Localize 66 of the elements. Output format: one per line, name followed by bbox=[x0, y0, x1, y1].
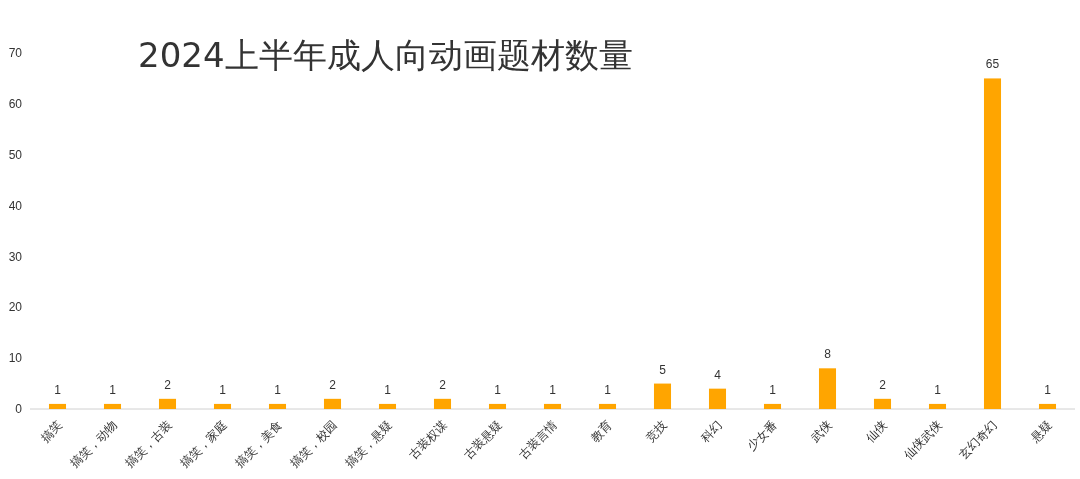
data-label: 65 bbox=[985, 57, 1000, 72]
x-tick-label: 搞笑，古装 bbox=[122, 418, 175, 471]
y-tick-label: 30 bbox=[8, 249, 23, 264]
y-tick-label: 40 bbox=[8, 198, 23, 213]
y-tick-label: 70 bbox=[8, 46, 23, 61]
y-tick-label: 10 bbox=[8, 351, 23, 366]
bar bbox=[818, 368, 837, 409]
data-label: 1 bbox=[494, 382, 502, 397]
x-tick-label: 科幻 bbox=[697, 418, 725, 446]
x-tick-label: 搞笑，悬疑 bbox=[342, 418, 395, 471]
x-tick-label: 仙侠武侠 bbox=[900, 418, 945, 463]
bar bbox=[653, 383, 672, 409]
data-label: 1 bbox=[1044, 382, 1052, 397]
x-tick-label: 古装言情 bbox=[515, 418, 560, 463]
data-label: 4 bbox=[714, 367, 722, 382]
y-tick-label: 50 bbox=[8, 147, 23, 162]
bar bbox=[763, 403, 782, 409]
data-label: 2 bbox=[164, 377, 172, 392]
x-tick-label: 武侠 bbox=[807, 418, 835, 446]
x-tick-label: 搞笑，家庭 bbox=[177, 418, 230, 471]
x-tick-label: 悬疑 bbox=[1027, 418, 1055, 446]
x-tick-label: 搞笑，美食 bbox=[232, 418, 285, 471]
x-tick-label: 教育 bbox=[587, 418, 615, 446]
bar bbox=[158, 398, 177, 409]
x-tick-label: 搞笑 bbox=[37, 418, 65, 446]
data-label: 1 bbox=[769, 382, 777, 397]
bar bbox=[48, 403, 67, 409]
data-label: 1 bbox=[274, 382, 282, 397]
data-label: 1 bbox=[549, 382, 557, 397]
x-tick-label: 搞笑，动物 bbox=[67, 418, 120, 471]
bar bbox=[103, 403, 122, 409]
x-tick-label: 古装权谋 bbox=[405, 418, 450, 463]
data-label: 1 bbox=[54, 382, 62, 397]
y-tick-label: 0 bbox=[15, 402, 23, 417]
bar bbox=[873, 398, 892, 409]
data-label: 1 bbox=[604, 382, 612, 397]
chart-title: 2024上半年成人向动画题材数量 bbox=[138, 35, 633, 75]
data-label: 8 bbox=[824, 347, 832, 362]
data-label: 5 bbox=[659, 362, 667, 377]
data-label: 2 bbox=[879, 377, 887, 392]
x-tick-label: 竞技 bbox=[642, 418, 670, 446]
data-label: 1 bbox=[384, 382, 392, 397]
bar bbox=[433, 398, 452, 409]
bar bbox=[378, 403, 397, 409]
x-tick-label: 搞笑，校园 bbox=[287, 418, 340, 471]
data-label: 2 bbox=[439, 377, 447, 392]
y-tick-label: 20 bbox=[8, 300, 23, 315]
x-tick-label: 古装悬疑 bbox=[460, 418, 505, 463]
data-label: 1 bbox=[934, 382, 942, 397]
bar bbox=[983, 78, 1002, 409]
y-tick-label: 60 bbox=[8, 97, 23, 112]
bar bbox=[598, 403, 617, 409]
data-label: 2 bbox=[329, 377, 337, 392]
bar bbox=[213, 403, 232, 409]
bar bbox=[928, 403, 947, 409]
bar bbox=[488, 403, 507, 409]
bar bbox=[323, 398, 342, 409]
x-tick-label: 玄幻奇幻 bbox=[955, 418, 1000, 463]
x-tick-label: 少女番 bbox=[744, 418, 780, 454]
data-label: 1 bbox=[219, 382, 227, 397]
data-label: 1 bbox=[109, 382, 117, 397]
x-tick-label: 仙侠 bbox=[862, 418, 890, 446]
bar bbox=[543, 403, 562, 409]
bar bbox=[268, 403, 287, 409]
bar bbox=[708, 388, 727, 409]
bar bbox=[1038, 403, 1057, 409]
